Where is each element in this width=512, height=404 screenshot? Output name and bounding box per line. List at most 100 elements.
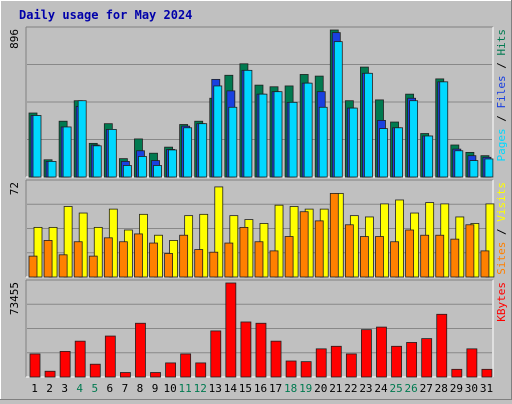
bar-visits-visits-day-1 [33, 226, 43, 278]
bar-kbytes-kbytes-day-24 [376, 326, 387, 378]
bar-kbytes-kbytes-day-11 [180, 353, 192, 378]
bar-hits-pages-day-2 [47, 161, 57, 178]
bar-kbytes-kbytes-day-10 [165, 362, 176, 378]
x-tick-label: 22 [344, 382, 357, 395]
bar-kbytes-kbytes-day-4 [74, 340, 86, 378]
bar-kbytes-kbytes-day-9 [150, 372, 161, 378]
bar-kbytes-kbytes-day-23 [361, 329, 372, 378]
panel-kbytes-legend: KBytes [495, 282, 508, 322]
bar-hits-pages-day-14 [228, 106, 238, 178]
bar-kbytes-kbytes-day-29 [451, 368, 463, 378]
bar-visits-sites-day-27 [420, 234, 430, 278]
x-tick-label: 29 [450, 382, 463, 395]
bar-visits-sites-day-10 [164, 253, 173, 278]
bar-hits-pages-day-13 [213, 85, 223, 178]
bar-kbytes-kbytes-day-28 [436, 313, 448, 378]
bar-kbytes-kbytes-day-26 [406, 342, 418, 378]
x-tick-label: 27 [420, 382, 433, 395]
bar-kbytes-kbytes-day-12 [195, 362, 207, 378]
bar-kbytes-kbytes-day-19 [300, 361, 312, 378]
bar-visits-sites-day-26 [405, 229, 415, 278]
bar-visits-sites-day-12 [194, 249, 204, 278]
bar-visits-sites-day-5 [88, 255, 98, 278]
panel-kbytes-ymax-label: 73455 [8, 282, 21, 315]
x-tick-label: 10 [163, 382, 176, 395]
chart-title: Daily usage for May 2024 [19, 8, 192, 22]
x-tick-label: 12 [194, 382, 207, 395]
bar-kbytes-kbytes-day-21 [330, 345, 342, 378]
bar-hits-pages-day-9 [153, 165, 162, 178]
x-tick-label: 26 [405, 382, 418, 395]
bar-visits-sites-day-29 [450, 238, 460, 278]
bar-visits-sites-day-21 [329, 193, 339, 278]
legend-entry-sites: Sites [495, 242, 508, 275]
panel-hits-legend: Pages / Files / Hits [495, 29, 508, 162]
x-tick-label: 31 [480, 382, 493, 395]
bar-visits-sites-day-24 [375, 236, 384, 278]
bar-hits-pages-day-1 [32, 115, 42, 178]
bar-kbytes-kbytes-day-1 [29, 353, 41, 378]
x-tick-label: 1 [31, 382, 38, 395]
bar-hits-pages-day-22 [348, 107, 358, 178]
bar-hits-pages-day-5 [92, 145, 102, 178]
bar-visits-sites-day-19 [299, 211, 309, 278]
legend-separator: / [495, 222, 508, 242]
bar-visits-sites-day-3 [58, 254, 68, 278]
x-tick-label: 14 [224, 382, 238, 395]
legend-entry-files: Files [495, 75, 508, 108]
x-tick-label: 4 [76, 382, 83, 395]
x-tick-label: 7 [122, 382, 129, 395]
bar-visits-sites-day-13 [209, 251, 219, 278]
bar-visits-visits-day-3 [63, 206, 73, 278]
bar-hits-pages-day-11 [183, 127, 193, 178]
x-tick-label: 3 [61, 382, 68, 395]
bar-kbytes-kbytes-day-25 [391, 345, 402, 378]
x-tick-label: 16 [254, 382, 267, 395]
bar-visits-visits-day-31 [485, 203, 495, 278]
bar-visits-visits-day-12 [199, 213, 209, 278]
bar-kbytes-kbytes-day-20 [315, 348, 327, 378]
panel-visits-legend: Sites / Visits [495, 182, 508, 275]
bar-hits-pages-day-25 [394, 127, 403, 178]
bar-visits-sites-day-18 [284, 236, 294, 278]
bar-hits-pages-day-12 [198, 123, 208, 178]
bar-hits-pages-day-31 [484, 158, 494, 178]
bar-visits-sites-day-17 [269, 250, 279, 278]
x-tick-label: 23 [359, 382, 372, 395]
bar-visits-sites-day-2 [43, 240, 53, 278]
x-tick-label: 18 [284, 382, 297, 395]
bar-hits-pages-day-18 [288, 101, 298, 178]
bar-hits-pages-day-27 [424, 135, 434, 178]
bar-kbytes-kbytes-day-2 [44, 370, 56, 378]
bar-kbytes-kbytes-day-16 [255, 322, 267, 378]
x-tick-label: 15 [239, 382, 252, 395]
bar-visits-sites-day-20 [314, 220, 324, 278]
bar-kbytes-kbytes-day-8 [135, 322, 146, 378]
x-tick-label: 21 [329, 382, 342, 395]
bar-kbytes-kbytes-day-27 [421, 338, 433, 378]
bar-visits-sites-day-30 [465, 224, 475, 278]
bar-visits-sites-day-11 [179, 234, 189, 278]
bar-hits-pages-day-10 [168, 149, 177, 178]
bar-kbytes-kbytes-day-7 [119, 372, 131, 378]
x-tick-label: 28 [435, 382, 448, 395]
legend-entry-pages: Pages [495, 128, 508, 161]
x-tick-label: 2 [46, 382, 53, 395]
x-tick-label: 11 [179, 382, 192, 395]
bar-visits-sites-day-25 [390, 241, 399, 278]
bar-kbytes-kbytes-day-3 [59, 351, 71, 378]
bar-kbytes-kbytes-day-13 [210, 330, 222, 378]
x-tick-label: 6 [107, 382, 114, 395]
bar-visits-sites-day-23 [360, 236, 369, 278]
bar-visits-sites-day-31 [480, 250, 490, 278]
bar-hits-pages-day-30 [469, 160, 479, 178]
bar-kbytes-kbytes-day-15 [240, 321, 252, 378]
bar-visits-sites-day-9 [149, 242, 158, 278]
bar-hits-pages-day-16 [258, 93, 268, 178]
bar-hits-pages-day-20 [318, 106, 328, 178]
bar-hits-pages-day-3 [62, 126, 72, 178]
bar-hits-pages-day-24 [379, 128, 388, 178]
bar-hits-pages-day-15 [243, 69, 253, 178]
bar-visits-visits-day-13 [214, 186, 224, 278]
bar-kbytes-kbytes-day-18 [285, 360, 297, 378]
